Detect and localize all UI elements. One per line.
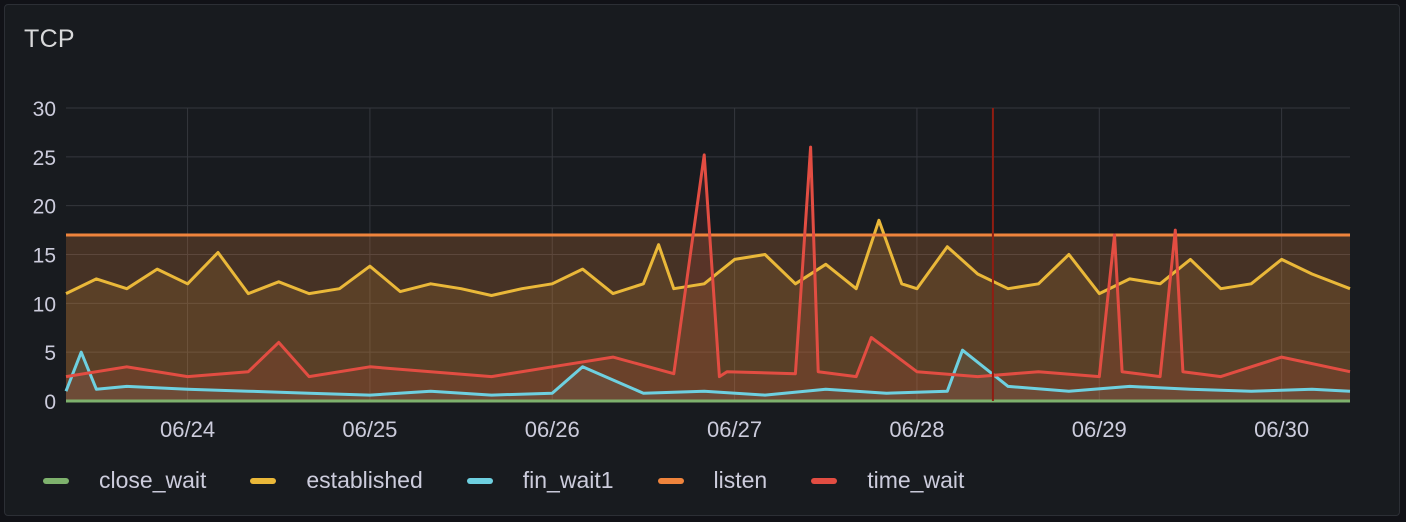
y-tick-label: 15 bbox=[33, 245, 56, 268]
y-tick-label: 5 bbox=[44, 342, 56, 365]
series-area-time-wait bbox=[66, 147, 1350, 401]
x-tick-label: 06/25 bbox=[342, 417, 397, 442]
y-tick-label: 30 bbox=[33, 98, 56, 121]
legend-label: close_wait bbox=[99, 467, 207, 493]
y-axis-labels: 0 5 10 15 20 25 30 bbox=[33, 98, 56, 414]
legend-item-established[interactable]: established bbox=[250, 467, 423, 494]
legend-swatch bbox=[811, 477, 838, 484]
series-line-fin-wait1 bbox=[64, 348, 1351, 397]
x-tick-label: 06/29 bbox=[1072, 417, 1127, 442]
panel-title[interactable]: TCP bbox=[24, 25, 75, 53]
series-line-time-wait bbox=[65, 145, 1351, 379]
legend-item-fin-wait1[interactable]: fin_wait1 bbox=[466, 467, 614, 494]
legend-swatch bbox=[466, 477, 493, 484]
x-tick-label: 06/30 bbox=[1254, 417, 1309, 442]
legend-swatch bbox=[657, 477, 684, 484]
legend-item-time-wait[interactable]: time_wait bbox=[811, 467, 964, 494]
y-tick-label: 0 bbox=[44, 391, 56, 414]
series-area-established bbox=[66, 220, 1350, 401]
chart-legend: close_wait established fin_wait1 listen time… bbox=[43, 467, 1008, 494]
chart-series-lines bbox=[64, 145, 1351, 403]
x-tick-label: 06/26 bbox=[525, 417, 580, 442]
legend-swatch bbox=[43, 477, 69, 484]
legend-label: established bbox=[306, 467, 423, 493]
x-tick-label: 06/27 bbox=[707, 417, 762, 442]
legend-swatch bbox=[250, 477, 277, 484]
series-area-listen bbox=[66, 235, 1350, 401]
x-tick-label: 06/28 bbox=[889, 417, 944, 442]
legend-item-close-wait[interactable]: close_wait bbox=[43, 467, 206, 494]
y-tick-label: 10 bbox=[33, 293, 56, 316]
tcp-panel: TCP 0 5 10 15 20 25 30 06/24 06/25 06/26 06/27 06/… bbox=[4, 4, 1400, 516]
legend-item-listen[interactable]: listen bbox=[657, 467, 768, 494]
x-axis-labels: 06/24 06/25 06/26 06/27 06/28 06/29 06/30 bbox=[160, 417, 1309, 442]
y-tick-label: 25 bbox=[33, 147, 56, 170]
series-line-established bbox=[65, 218, 1351, 297]
chart-grid bbox=[66, 107, 1350, 402]
y-tick-label: 20 bbox=[33, 196, 56, 219]
x-tick-label: 06/24 bbox=[160, 417, 215, 442]
legend-label: time_wait bbox=[867, 467, 965, 493]
legend-label: listen bbox=[713, 467, 768, 493]
legend-label: fin_wait1 bbox=[522, 467, 614, 493]
